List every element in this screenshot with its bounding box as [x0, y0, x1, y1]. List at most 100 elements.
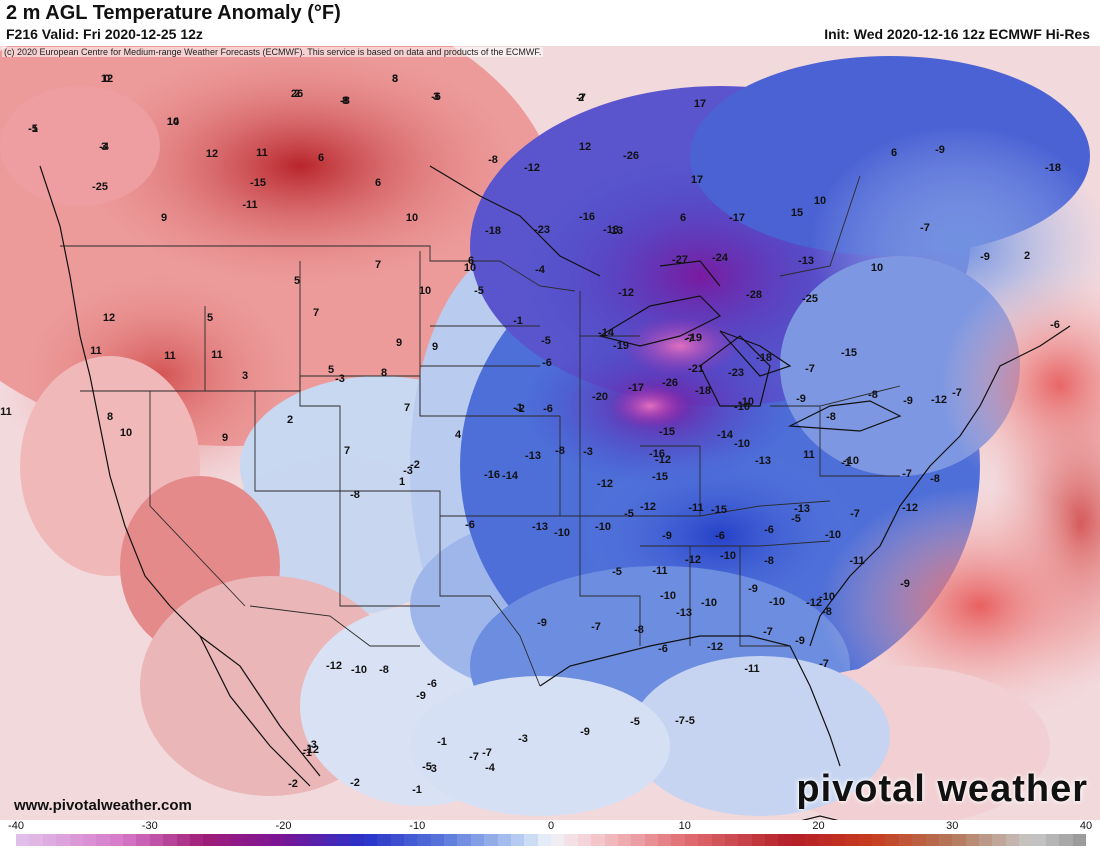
color-scale-step — [791, 834, 806, 846]
anomaly-value-label: 10 — [419, 285, 431, 297]
anomaly-value-label: -15 — [711, 504, 727, 516]
anomaly-value-label: -2 — [350, 777, 360, 789]
anomaly-value-label: 13 — [611, 225, 623, 237]
color-scale-step — [1032, 834, 1046, 846]
anomaly-value-label: 8 — [392, 73, 398, 85]
anomaly-value-label: -8 — [379, 664, 389, 676]
color-scale-step — [845, 834, 859, 846]
anomaly-value-label: 10 — [120, 427, 132, 439]
anomaly-value-label: -9 — [662, 530, 672, 542]
anomaly-value-label: -16 — [649, 448, 665, 460]
color-scale-step — [1059, 834, 1073, 846]
anomaly-value-label: 11 — [803, 449, 815, 461]
anomaly-value-label: -20 — [592, 391, 608, 403]
anomaly-value-label: -9 — [748, 583, 758, 595]
color-scale-step — [510, 834, 525, 846]
color-scale-step — [925, 834, 939, 846]
color-scale-step — [858, 834, 872, 846]
anomaly-value-label: 8 — [107, 411, 113, 423]
color-scale-step — [430, 834, 444, 846]
color-scale-step — [591, 834, 605, 846]
anomaly-value-label: -25 — [92, 181, 108, 193]
anomaly-value-label: -6 — [764, 524, 774, 536]
color-scale-step — [256, 834, 271, 846]
anomaly-value-label: -8 — [826, 411, 836, 423]
legend-tick: -30 — [141, 820, 158, 832]
anomaly-value-label: -8 — [340, 95, 350, 107]
anomaly-value-label: -23 — [728, 367, 744, 379]
color-scale-step — [444, 834, 458, 846]
anomaly-value-label: -21 — [688, 363, 704, 375]
political-boundaries — [60, 175, 901, 687]
anomaly-value-label: -10 — [825, 529, 841, 541]
color-scale-step — [885, 834, 899, 846]
color-scale-step — [29, 834, 43, 846]
color-scale-step — [965, 834, 979, 846]
anomaly-value-label: -5 — [612, 566, 622, 578]
anomaly-value-label: -9 — [416, 690, 426, 702]
legend-tick: 10 — [678, 820, 691, 832]
anomaly-value-label: -7 — [684, 333, 694, 345]
color-scale-step — [497, 834, 511, 846]
anomaly-value-label: 26 — [291, 88, 303, 100]
color-scale-step — [123, 834, 137, 846]
color-scale-step — [270, 834, 284, 846]
color-scale-step — [1005, 834, 1020, 846]
anomaly-value-label: -6 — [427, 678, 437, 690]
anomaly-value-label: -13 — [532, 521, 548, 533]
site-url[interactable]: www.pivotalweather.com — [14, 797, 192, 814]
color-scale-step — [470, 834, 485, 846]
init-time: Init: Wed 2020-12-16 12z ECMWF Hi-Res — [824, 26, 1090, 42]
anomaly-value-label: -10 — [701, 597, 717, 609]
anomaly-value-label: 5 — [207, 312, 213, 324]
anomaly-value-label: 9 — [432, 341, 438, 353]
anomaly-value-label: -9 — [935, 144, 945, 156]
anomaly-value-label: -10 — [734, 401, 750, 413]
color-scale-step — [738, 834, 752, 846]
color-scale-step — [216, 834, 230, 846]
anomaly-value-label: -19 — [613, 340, 629, 352]
anomaly-value-label: -8 — [634, 624, 644, 636]
anomaly-value-label: -7 — [902, 468, 912, 480]
anomaly-value-label: -17 — [729, 212, 745, 224]
anomaly-value-label: -26 — [662, 377, 678, 389]
legend-tick: 30 — [946, 820, 959, 832]
anomaly-value-label: 2 — [578, 92, 584, 104]
anomaly-value-label: -8 — [868, 389, 878, 401]
anomaly-value-label: 3 — [101, 141, 107, 153]
color-scale-bar — [16, 834, 1086, 846]
anomaly-value-label: -11 — [744, 663, 759, 675]
anomaly-value-label: -11 — [849, 555, 864, 567]
anomaly-value-label: -3 — [583, 446, 593, 458]
anomaly-value-label: -13 — [794, 503, 810, 515]
color-scale-step — [898, 834, 913, 846]
color-scale-step — [136, 834, 150, 846]
color-scale-step — [484, 834, 498, 846]
anomaly-value-label: -14 — [598, 327, 615, 339]
anomaly-value-label: -10 — [734, 438, 750, 450]
legend-tick: 20 — [812, 820, 825, 832]
color-scale-step — [604, 834, 618, 846]
anomaly-value-label: -27 — [672, 254, 688, 266]
anomaly-value-label: -6 — [715, 530, 725, 542]
anomaly-value-label: 6 — [891, 147, 897, 159]
color-scale-step — [564, 834, 578, 846]
anomaly-value-label: -12 — [524, 162, 540, 174]
anomaly-value-label: -5 — [28, 123, 38, 135]
anomaly-value-label: -24 — [712, 252, 729, 264]
anomaly-value-label: 12 — [103, 312, 115, 324]
anomaly-value-label: -13 — [798, 255, 814, 267]
anomaly-value-label: 11 — [90, 345, 102, 357]
anomaly-value-label: 10 — [167, 116, 179, 128]
anomaly-value-label: -7 — [469, 751, 479, 763]
anomaly-value-label: 3 — [392, 73, 398, 85]
anomaly-value-label: -12 — [618, 287, 634, 299]
anomaly-value-label: 12 — [101, 73, 113, 85]
anomaly-value-label: 10 — [464, 262, 476, 274]
anomaly-value-label: 8 — [342, 95, 348, 107]
anomaly-value-label: 1 — [399, 476, 405, 488]
coastlines — [39, 165, 1071, 820]
color-scale-step — [363, 834, 378, 846]
anomaly-value-label: 14 — [167, 116, 180, 128]
anomaly-value-label: -1 — [437, 736, 447, 748]
